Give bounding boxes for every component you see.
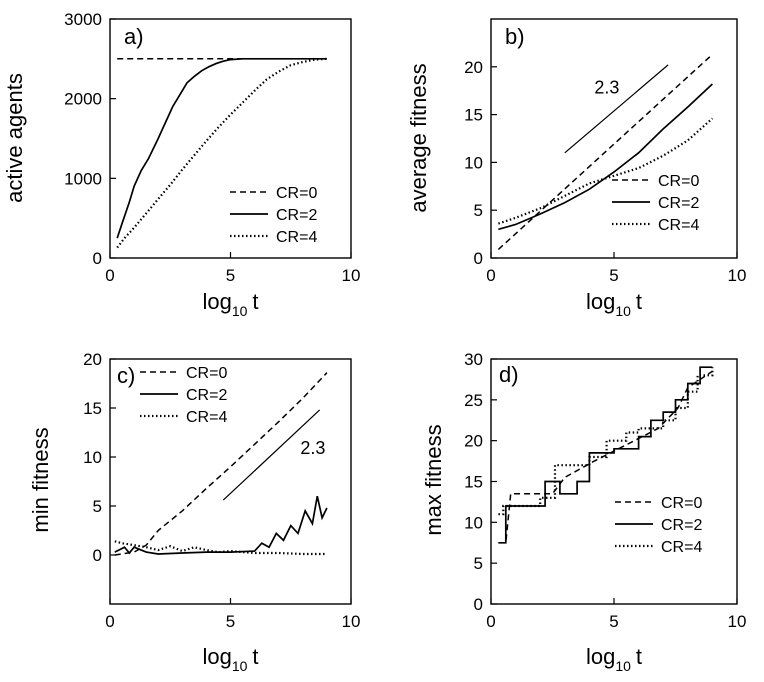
legend-label: CR=4 bbox=[276, 229, 317, 246]
legend-label: CR=4 bbox=[186, 409, 227, 426]
slope-reference-line bbox=[564, 64, 669, 154]
legend-label: CR=0 bbox=[276, 185, 317, 202]
x-axis-label: log10 t bbox=[586, 644, 642, 674]
y-tick-label: 25 bbox=[464, 391, 483, 410]
y-tick-label: 15 bbox=[464, 473, 483, 492]
x-tick-label: 10 bbox=[342, 612, 361, 631]
legend-label: CR=2 bbox=[661, 517, 702, 534]
legend-label: CR=2 bbox=[658, 195, 699, 212]
chart-panel-d: 0 5 10 0 5 10 15 20 25 30 d) max fitness log10 t CR=0 C… bbox=[421, 350, 746, 674]
series-line-cr-0 bbox=[497, 53, 713, 250]
chart-panel-a: 0 5 10 0 1000 2000 3000 a) active agents log10 t CR… bbox=[2, 10, 360, 319]
series-line-cr-0 bbox=[498, 370, 713, 544]
y-axis-label: max fitness bbox=[421, 424, 446, 535]
y-axis-label: active agents bbox=[2, 73, 27, 203]
y-tick-label: 15 bbox=[83, 399, 102, 418]
x-tick-label: 10 bbox=[728, 612, 747, 631]
x-tick-label: 0 bbox=[486, 266, 495, 285]
y-tick-label: 0 bbox=[474, 249, 483, 268]
series-line-cr-2 bbox=[116, 57, 327, 239]
legend-label: CR=2 bbox=[276, 207, 317, 224]
x-tick-label: 10 bbox=[728, 266, 747, 285]
y-tick-label: 10 bbox=[464, 153, 483, 172]
legend-label: CR=0 bbox=[186, 365, 227, 382]
x-axis-label: log10 t bbox=[586, 289, 642, 319]
y-tick-label: 5 bbox=[474, 201, 483, 220]
series-line-cr-4 bbox=[498, 117, 714, 225]
x-tick-label: 5 bbox=[226, 266, 235, 285]
legend-label: CR=4 bbox=[658, 217, 699, 234]
plot-frame bbox=[490, 358, 738, 605]
y-axis-label: min fitness bbox=[28, 427, 53, 532]
y-axis-label: average fitness bbox=[406, 63, 431, 212]
y-tick-label: 20 bbox=[83, 350, 102, 369]
y-tick-label: 20 bbox=[464, 432, 483, 451]
series-line-cr-2 bbox=[498, 366, 713, 544]
y-tick-label: 20 bbox=[464, 58, 483, 77]
x-tick-label: 5 bbox=[609, 266, 618, 285]
x-axis-label: log10 t bbox=[202, 289, 258, 319]
legend-label: CR=0 bbox=[661, 495, 702, 512]
chart-panel-c: 0 5 10 0 5 10 15 20 c) min fitness log10 t CR=0 CR=2 C… bbox=[28, 350, 360, 674]
y-tick-label: 30 bbox=[464, 350, 483, 369]
x-tick-label: 0 bbox=[486, 612, 495, 631]
series-line-cr-2 bbox=[114, 496, 328, 555]
panel-label: a) bbox=[124, 24, 144, 49]
x-tick-label: 5 bbox=[226, 612, 235, 631]
panel-label: d) bbox=[499, 362, 519, 387]
x-tick-label: 0 bbox=[105, 612, 114, 631]
series-line-cr-4 bbox=[498, 367, 714, 516]
y-tick-label: 2000 bbox=[64, 90, 102, 109]
y-tick-label: 15 bbox=[464, 106, 483, 125]
series-line-cr-4 bbox=[116, 57, 327, 249]
slope-label: 2.3 bbox=[594, 78, 619, 98]
x-axis-label: log10 t bbox=[202, 644, 258, 674]
legend-label: CR=0 bbox=[658, 173, 699, 190]
slope-label: 2.3 bbox=[300, 438, 325, 458]
chart-panel-b: 0 5 10 0 5 10 15 20 b) average fitness log10 t CR=0 C… bbox=[406, 18, 747, 319]
legend-label: CR=4 bbox=[661, 539, 702, 556]
y-tick-label: 10 bbox=[83, 448, 102, 467]
y-tick-label: 0 bbox=[474, 595, 483, 614]
y-tick-label: 5 bbox=[93, 497, 102, 516]
y-tick-label: 5 bbox=[474, 554, 483, 573]
slope-reference-line bbox=[222, 409, 321, 501]
x-tick-label: 0 bbox=[105, 266, 114, 285]
y-tick-label: 0 bbox=[93, 546, 102, 565]
y-tick-label: 3000 bbox=[64, 10, 102, 29]
plot-frame bbox=[109, 358, 352, 605]
panel-label: c) bbox=[117, 363, 135, 388]
y-tick-label: 0 bbox=[93, 249, 102, 268]
legend-label: CR=2 bbox=[186, 387, 227, 404]
y-tick-label: 10 bbox=[464, 513, 483, 532]
y-tick-label: 1000 bbox=[64, 169, 102, 188]
x-tick-label: 10 bbox=[342, 266, 361, 285]
panel-label: b) bbox=[505, 24, 525, 49]
x-tick-label: 5 bbox=[609, 612, 618, 631]
